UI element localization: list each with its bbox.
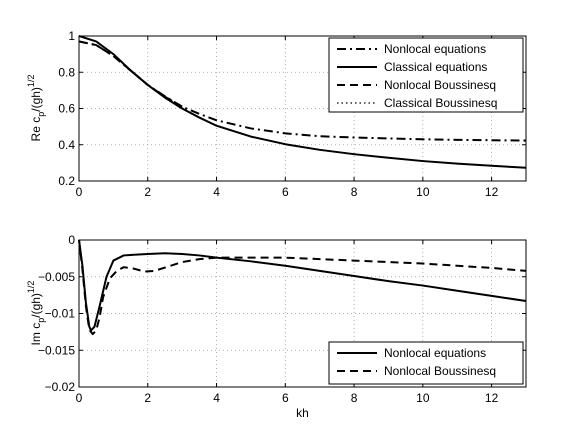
bottom-x-tick-label: 12	[485, 391, 499, 405]
top-x-tick-label: 2	[144, 185, 151, 199]
bottom-y-tick-label: −0.005	[38, 270, 75, 284]
bottom-legend: Nonlocal equations Nonlocal Boussinesq	[329, 342, 523, 384]
top-y-tick-label: 0.2	[58, 174, 75, 188]
top-legend-label: Nonlocal equations	[384, 42, 486, 56]
top-y-tick-label: 0.4	[58, 138, 75, 152]
bottom-legend-label: Nonlocal equations	[384, 346, 486, 360]
bottom-x-axis-label: kh	[296, 406, 309, 420]
top-legend-label: Nonlocal Boussinesq	[384, 78, 496, 92]
top-x-tick-label: 4	[213, 185, 220, 199]
top-y-label-main: Re c	[29, 117, 43, 142]
bottom-y-tick-label: −0.02	[45, 380, 76, 394]
top-x-tick-label: 10	[416, 185, 430, 199]
top-x-tick-label: 8	[351, 185, 358, 199]
bottom-y-tick-label: 0	[68, 233, 75, 247]
bottom-y-tick-label: −0.015	[38, 343, 75, 357]
bottom-y-label-main: Im c	[29, 323, 43, 346]
bottom-x-tick-label: 4	[213, 391, 220, 405]
top-legend-label: Classical equations	[384, 60, 487, 74]
top-series-3	[79, 41, 182, 106]
bottom-y-tick-label: −0.01	[45, 307, 76, 321]
top-y-label-denom: /(gh)	[29, 87, 43, 112]
top-y-tick-label: 1	[68, 29, 75, 43]
top-panel: 0 2 4 6 8 10 12 0.2 0.4 0.6 0.8 1 Re cp/(gh)1/2 Non…	[26, 29, 526, 199]
top-y-tick-label: 0.8	[58, 65, 75, 79]
bottom-y-label-denom: /(gh)	[29, 293, 43, 318]
bottom-x-tick-label: 2	[144, 391, 151, 405]
bottom-series-1	[79, 240, 526, 330]
top-legend-label: Classical Boussinesq	[384, 96, 497, 110]
top-y-axis-label: Re cp/(gh)1/2	[26, 75, 46, 142]
bottom-y-axis-label: Im cp/(gh)1/2	[26, 281, 46, 346]
bottom-x-tick-label: 10	[416, 391, 430, 405]
top-legend: Nonlocal equations Classical equations Non…	[329, 38, 523, 112]
bottom-x-tick-label: 0	[76, 391, 83, 405]
bottom-legend-label: Nonlocal Boussinesq	[384, 364, 496, 378]
bottom-y-label-sup: 1/2	[26, 281, 36, 294]
top-x-tick-label: 0	[76, 185, 83, 199]
top-x-tick-label: 12	[485, 185, 499, 199]
bottom-x-tick-label: 6	[282, 391, 289, 405]
bottom-panel: 0 2 4 6 8 10 12 −0.02 −0.015 −0.01 −0.005 0 Im cp/(…	[26, 233, 526, 420]
top-y-label-sup: 1/2	[26, 75, 36, 88]
top-x-tick-label: 6	[282, 185, 289, 199]
top-y-tick-label: 0.6	[58, 102, 75, 116]
bottom-x-tick-label: 8	[351, 391, 358, 405]
